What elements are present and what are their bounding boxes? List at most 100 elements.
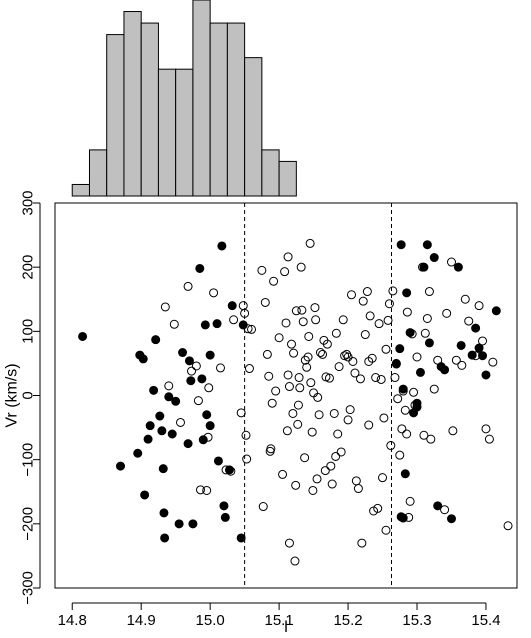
open-data-point: [350, 368, 360, 378]
open-data-point: [379, 413, 389, 423]
open-data-point: [390, 373, 400, 383]
filled-data-point: [174, 519, 184, 529]
open-data-point: [326, 461, 336, 471]
open-data-point: [267, 398, 277, 408]
open-data-point: [215, 363, 225, 373]
open-data-point: [187, 366, 197, 376]
open-data-point: [393, 394, 403, 404]
open-data-point: [355, 374, 365, 384]
filled-data-point: [400, 469, 410, 479]
open-data-point: [304, 331, 314, 341]
open-data-point: [329, 408, 339, 418]
open-data-point: [481, 424, 491, 434]
open-data-point: [402, 429, 412, 439]
open-data-point: [365, 311, 375, 321]
open-data-point: [381, 344, 391, 354]
open-data-point: [402, 307, 412, 317]
filled-data-point: [391, 358, 401, 368]
open-data-point: [284, 382, 294, 392]
open-data-point: [244, 364, 254, 374]
filled-data-point: [396, 240, 406, 250]
y-tick-label: 0: [20, 391, 37, 399]
open-data-point: [360, 330, 370, 340]
filled-data-point: [151, 335, 161, 345]
open-data-point: [236, 408, 246, 418]
open-data-point: [293, 419, 303, 429]
open-data-point: [371, 373, 381, 383]
filled-data-point: [478, 351, 488, 361]
scatter-panel: 14.8 14.9 15.0 15.1 15.2 15.3 15.4 −300 −200 −10…: [4, 190, 518, 636]
histogram-bar: [71, 183, 90, 197]
open-data-point: [281, 318, 291, 328]
filled-data-point: [398, 384, 408, 394]
open-data-point: [314, 410, 324, 420]
filled-data-point: [456, 340, 466, 350]
open-data-point: [334, 362, 344, 372]
open-data-point: [278, 469, 288, 479]
filled-data-point: [424, 338, 434, 348]
open-data-point: [193, 396, 203, 406]
filled-data-point: [167, 429, 177, 439]
open-data-point: [333, 429, 343, 439]
x-tick-label: 14.9: [127, 612, 156, 629]
open-data-point: [305, 238, 315, 248]
open-data-point: [440, 505, 450, 515]
open-data-point: [426, 434, 436, 444]
filled-data-point: [419, 262, 429, 272]
open-data-point: [287, 339, 297, 349]
open-data-point: [338, 315, 348, 325]
open-data-point: [351, 476, 361, 486]
histogram-bar: [244, 57, 263, 197]
open-data-point: [247, 324, 257, 334]
filled-data-point: [422, 240, 432, 250]
histogram-bar: [123, 11, 142, 197]
open-data-point: [503, 521, 513, 531]
filled-data-point: [402, 288, 412, 298]
open-data-point: [291, 306, 301, 316]
open-data-point: [324, 373, 334, 383]
open-data-point: [378, 473, 388, 483]
open-data-point: [262, 349, 272, 359]
open-data-point: [442, 308, 452, 318]
filled-data-point: [140, 490, 150, 500]
open-data-point: [362, 287, 372, 297]
filled-data-point: [412, 402, 422, 412]
histogram-bar: [278, 160, 297, 197]
open-data-point: [300, 355, 310, 365]
open-data-point: [269, 276, 279, 286]
filled-data-point: [171, 396, 181, 406]
filled-data-point: [467, 350, 477, 360]
filled-data-point: [471, 323, 481, 333]
open-data-point: [343, 415, 353, 425]
x-tick-label: 15.3: [402, 612, 431, 629]
open-data-point: [303, 352, 313, 362]
filled-data-point: [155, 411, 165, 421]
open-data-point: [446, 257, 456, 267]
open-point-series: [160, 238, 513, 566]
open-data-point: [283, 252, 293, 262]
open-data-point: [204, 383, 214, 393]
reference-lines: [244, 203, 393, 588]
open-data-point: [260, 297, 270, 307]
open-data-point: [284, 538, 294, 548]
open-data-point: [274, 333, 284, 343]
open-data-point: [295, 383, 305, 393]
open-data-point: [282, 426, 292, 436]
filled-data-point: [217, 241, 227, 251]
open-data-point: [164, 381, 174, 391]
open-data-point: [395, 450, 405, 460]
filled-point-series: [78, 240, 501, 543]
open-data-point: [257, 265, 267, 275]
open-data-point: [364, 356, 374, 366]
open-data-point: [296, 262, 306, 272]
filled-data-point: [184, 356, 194, 366]
filled-data-point: [164, 392, 174, 402]
open-data-point: [307, 427, 317, 437]
open-data-point: [474, 301, 484, 311]
open-data-point: [451, 355, 461, 365]
filled-data-point: [143, 434, 153, 444]
open-data-point: [331, 328, 341, 338]
open-data-point: [298, 317, 308, 327]
open-data-point: [280, 267, 290, 277]
